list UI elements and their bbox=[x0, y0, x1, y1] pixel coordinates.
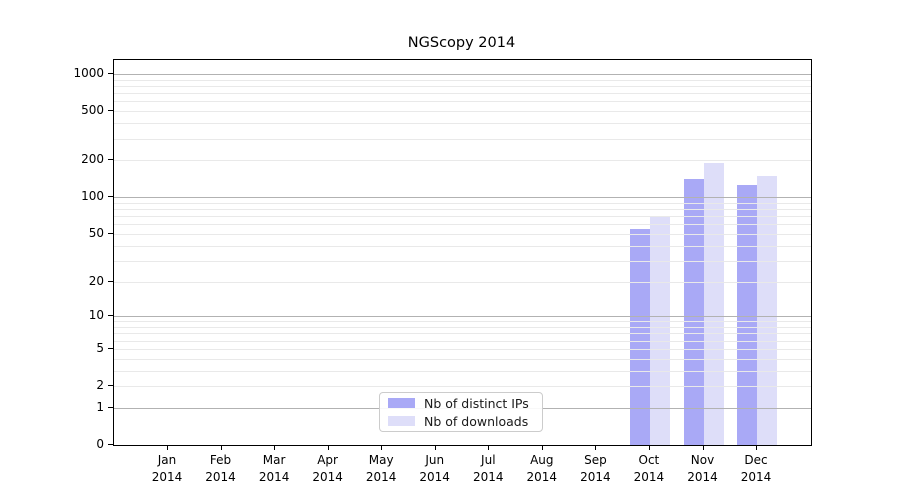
x-tick-label-dec: Dec 2014 bbox=[740, 453, 772, 484]
y-tick-label-50: 50 bbox=[88, 225, 104, 240]
bar-ips-oct bbox=[629, 228, 650, 445]
x-tick-label-jan: Jan 2014 bbox=[151, 453, 183, 484]
x-tick-label-jul: Jul 2014 bbox=[473, 453, 504, 484]
x-tick-label-mar: Mar 2014 bbox=[258, 453, 290, 484]
gridline-30 bbox=[114, 260, 811, 262]
gridline-100 bbox=[114, 197, 811, 199]
y-tick-mark bbox=[108, 280, 113, 282]
x-tick-label-oct: Oct 2014 bbox=[633, 453, 665, 484]
gridline-700 bbox=[114, 93, 811, 95]
gridline-800 bbox=[114, 86, 811, 87]
x-tick-mark bbox=[756, 445, 757, 450]
legend-label-distinct-ips: Nb of distinct IPs bbox=[424, 395, 529, 411]
y-tick-label-500: 500 bbox=[81, 103, 104, 118]
gridline-10 bbox=[114, 316, 811, 318]
gridline-4 bbox=[114, 358, 811, 360]
x-tick-label-nov: Nov 2014 bbox=[687, 453, 718, 484]
x-tick-mark bbox=[595, 445, 597, 450]
gridline-8 bbox=[114, 327, 811, 328]
gridline-9 bbox=[114, 321, 811, 323]
x-tick-label-apr: Apr 2014 bbox=[312, 453, 343, 484]
gridline-200 bbox=[114, 160, 811, 162]
x-tick-mark bbox=[648, 445, 650, 450]
bar-downloads-dec bbox=[757, 175, 777, 445]
gridline-40 bbox=[114, 245, 811, 247]
y-tick-mark bbox=[108, 385, 113, 386]
gridline-2 bbox=[114, 386, 811, 387]
x-tick-label-may: May 2014 bbox=[365, 453, 397, 484]
y-tick-mark bbox=[108, 315, 113, 317]
legend-entry-downloads: Nb of downloads bbox=[388, 414, 542, 429]
y-tick-mark bbox=[108, 232, 113, 234]
bar-ips-dec bbox=[737, 185, 757, 445]
y-tick-label-200: 200 bbox=[81, 152, 104, 167]
legend: Nb of distinct IPs Nb of downloads bbox=[379, 392, 543, 432]
gridline-6 bbox=[114, 340, 811, 342]
gridline-300 bbox=[114, 138, 811, 140]
gridline-20 bbox=[114, 281, 811, 283]
gridline-600 bbox=[114, 101, 811, 103]
x-tick-mark bbox=[167, 445, 168, 450]
legend-swatch-downloads bbox=[388, 416, 415, 426]
x-tick-mark bbox=[327, 445, 329, 450]
bar-downloads-oct bbox=[649, 216, 670, 445]
gridline-900 bbox=[114, 79, 811, 81]
y-tick-label-100: 100 bbox=[81, 189, 104, 204]
x-tick-mark bbox=[541, 445, 543, 450]
x-tick-mark bbox=[702, 445, 704, 450]
x-tick-mark bbox=[220, 445, 222, 450]
gridline-90 bbox=[114, 202, 811, 204]
chart-title: NGScopy 2014 bbox=[407, 35, 516, 51]
y-tick-label-2: 2 bbox=[96, 378, 104, 392]
gridline-400 bbox=[114, 123, 811, 125]
y-tick-mark bbox=[108, 110, 113, 112]
gridline-60 bbox=[114, 224, 811, 226]
y-tick-mark bbox=[108, 196, 113, 198]
gridline-1000 bbox=[114, 74, 811, 75]
x-tick-mark bbox=[434, 445, 436, 450]
gridline-80 bbox=[114, 209, 811, 210]
y-tick-label-1000: 1000 bbox=[73, 66, 104, 80]
y-tick-label-0: 0 bbox=[96, 437, 104, 451]
legend-swatch-distinct-ips bbox=[388, 398, 415, 408]
y-tick-mark bbox=[108, 347, 113, 349]
gridline-7 bbox=[114, 333, 811, 335]
x-tick-label-sep: Sep 2014 bbox=[580, 453, 611, 484]
x-tick-label-jun: Jun 2014 bbox=[419, 453, 450, 484]
gridline-500 bbox=[114, 111, 811, 113]
y-tick-mark bbox=[108, 444, 113, 445]
gridline-5 bbox=[114, 348, 811, 350]
y-tick-mark bbox=[108, 159, 113, 161]
x-tick-mark bbox=[381, 445, 383, 450]
bar-downloads-nov bbox=[703, 163, 724, 445]
y-tick-mark bbox=[108, 406, 113, 408]
y-tick-label-5: 5 bbox=[96, 340, 104, 355]
y-tick-label-1: 1 bbox=[96, 399, 104, 414]
bar-ips-nov bbox=[683, 179, 704, 445]
x-tick-mark bbox=[488, 445, 490, 450]
legend-entry-distinct-ips: Nb of distinct IPs bbox=[388, 396, 542, 411]
gridline-3 bbox=[114, 370, 811, 372]
gridline-50 bbox=[114, 233, 811, 235]
x-tick-mark bbox=[274, 445, 276, 450]
gridline-70 bbox=[114, 216, 811, 218]
x-tick-label-aug: Aug 2014 bbox=[526, 453, 558, 484]
y-tick-mark bbox=[108, 73, 113, 74]
plot-area bbox=[113, 59, 812, 446]
x-tick-label-feb: Feb 2014 bbox=[205, 453, 236, 484]
y-tick-label-10: 10 bbox=[88, 308, 104, 323]
legend-label-downloads: Nb of downloads bbox=[424, 413, 529, 429]
y-tick-label-20: 20 bbox=[88, 273, 104, 288]
